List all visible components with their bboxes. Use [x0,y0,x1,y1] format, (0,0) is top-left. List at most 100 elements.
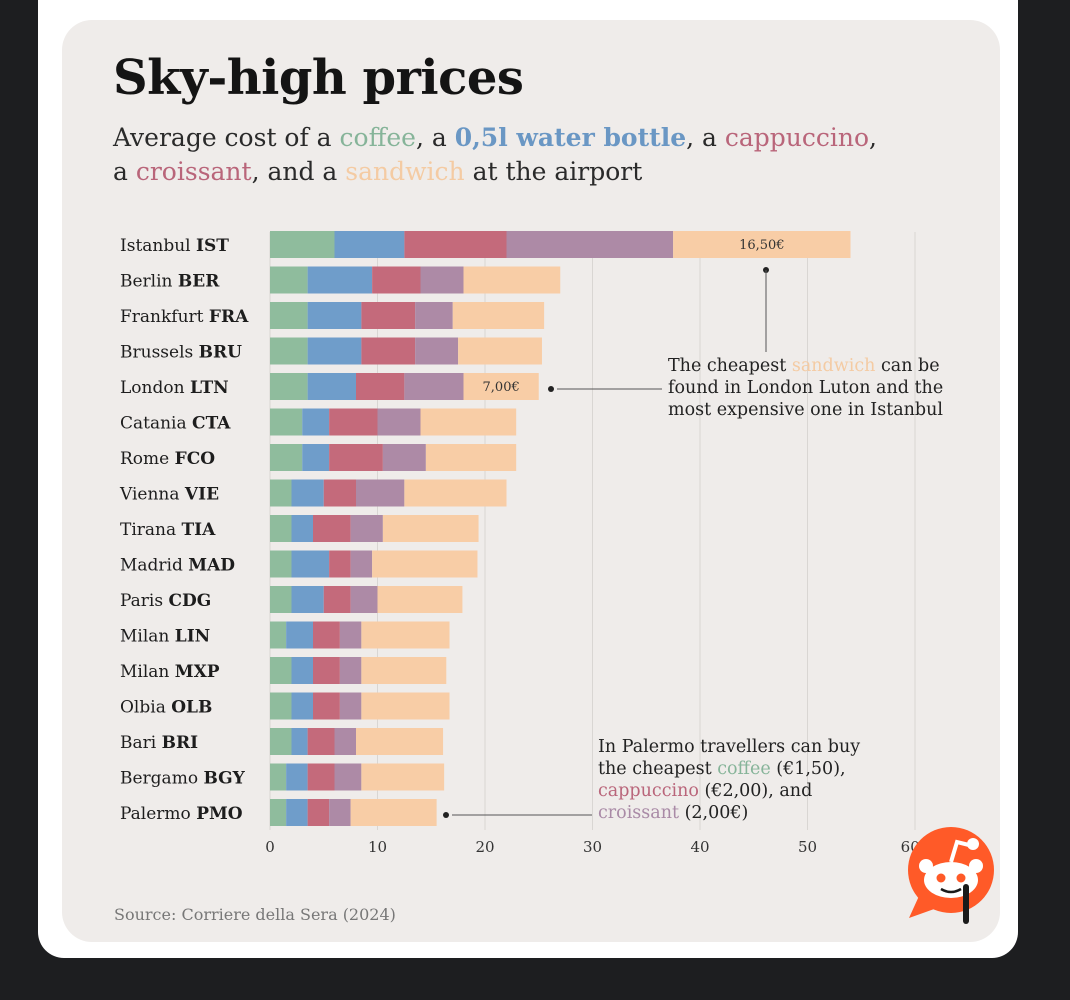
bar-segment-croissant [356,479,405,507]
bar-segment-sandwich [463,266,561,294]
bar-segment-water [302,444,330,471]
bar-segment-sandwich [361,657,447,684]
annotation-text: (€2,00), and [698,781,813,801]
bar-segment-croissant [377,408,421,436]
subtitle-text: , a [415,123,455,152]
bar-segment-coffee [270,657,292,684]
bar-segment-croissant [334,763,362,791]
annotation-text: In Palermo travellers can buy [598,737,861,757]
annotation-cappuccino-word: cappuccino [598,781,699,801]
bar-segment-croissant [339,621,362,649]
bar-segment-water [334,231,405,258]
category-label: Tirana TIA [120,520,216,540]
x-tick-label: 30 [583,838,602,856]
bar-segment-croissant [350,550,373,578]
bar-segment-water [307,373,356,400]
annotation-text: The cheapest [668,356,792,376]
subtitle-text: a [113,157,136,186]
annotation-croissant-word: croissant [598,803,679,823]
bar-segment-water [302,408,330,436]
category-label: Bergamo BGY [120,769,246,789]
bar-segment-cappuccino [323,586,351,613]
infographic-panel [62,20,1000,942]
bar-segment-sandwich [361,692,450,720]
bar-segment-cappuccino [361,337,416,365]
bar-segment-cappuccino [329,550,351,578]
bar-segment-cappuccino [313,657,340,684]
bar-segment-water [307,337,362,365]
bar-segment-coffee [270,266,308,294]
bar-segment-water [291,728,308,755]
bar-segment-croissant [415,302,453,329]
category-labels: Istanbul IST Berlin BER Frankfurt FRA Bruss… [119,236,249,824]
annotation-leaders: 16,50€ 7,00€ [443,238,785,818]
bar-segment-sandwich [420,408,517,436]
bar-segment-coffee [270,515,292,542]
bar-segment-cappuccino [329,408,378,436]
bar-segment-coffee [270,586,292,613]
bar-segment-water [286,799,308,826]
bar-segment-coffee [270,373,308,400]
annotation-sandwich: The cheapest sandwich can be found in Lon… [668,355,943,421]
bar-segment-water [291,657,313,684]
annotation-text: can be [875,356,940,376]
bar-segment-cappuccino [404,231,507,258]
bar-segment-coffee [270,763,287,791]
bar-segment-sandwich [673,231,851,258]
bar-segment-croissant [329,799,351,826]
x-axis-ticks: 0102030405060€ [265,838,929,856]
bar-segment-cappuccino [307,728,335,755]
bar-segment-cappuccino [313,515,351,542]
bar-segment-water [291,550,330,578]
category-label: Bari BRI [120,733,198,753]
chart-title: Sky-high prices [113,50,524,106]
subtitle-sandwich: sandwich [345,157,465,186]
bar-segment-sandwich [404,479,507,507]
annotation-sandwich-word: sandwich [791,356,876,376]
bar-segment-sandwich [377,586,463,613]
bar-segment-croissant [339,657,362,684]
reddit-snoo-icon[interactable] [903,826,999,926]
bar-segment-sandwich [452,302,545,329]
subtitle-text: , [869,123,877,152]
category-label: Catania CTA [120,414,231,434]
x-tick-label: 20 [475,838,494,856]
bar-segment-water [291,692,313,720]
bar-segment-coffee [270,692,292,720]
subtitle-text: , and a [251,157,346,186]
bar-segment-croissant [415,337,459,365]
subtitle-cappuccino: cappuccino [724,123,870,152]
x-tick-label: 0 [265,838,275,856]
annotation-text: (2,00€) [679,803,749,823]
bar-segment-sandwich [463,373,539,400]
bar-segment-croissant [350,515,383,542]
bar-segment-sandwich [361,763,445,791]
data-label: 7,00€ [483,380,520,395]
subtitle-text: Average cost of a [113,123,340,152]
chart-subtitle-line-1: Average cost of a coffee, a 0,5l water b… [113,123,877,152]
category-label: London LTN [120,378,229,398]
x-tick-label: 40 [690,838,709,856]
subtitle-coffee: coffee [339,123,416,152]
category-label: Olbia OLB [120,698,212,718]
category-label: Frankfurt FRA [120,307,249,327]
source-note: Source: Corriere della Sera (2024) [114,905,396,924]
grid-lines [269,232,916,830]
bar-segment-cappuccino [313,621,340,649]
bar-segment-coffee [270,799,287,826]
data-label: 16,50€ [739,238,785,253]
bar-segment-coffee [270,621,287,649]
chart-subtitle-line-2: a croissant, and a sandwich at the airpo… [113,157,642,186]
bar-segment-croissant [506,231,674,258]
bar-segment-coffee [270,550,292,578]
subtitle-croissant: croissant [135,157,252,186]
leader-dot [548,386,554,392]
bar-segment-cappuccino [307,763,335,791]
bar-segment-coffee [270,337,308,365]
bar-segment-cappuccino [323,479,356,507]
annotation-text: found in London Luton and the [668,378,944,398]
bar-segment-water [291,479,324,507]
bar-segment-croissant [420,266,464,294]
category-label: Vienna VIE [119,485,219,505]
bar-segment-cappuccino [372,266,421,294]
